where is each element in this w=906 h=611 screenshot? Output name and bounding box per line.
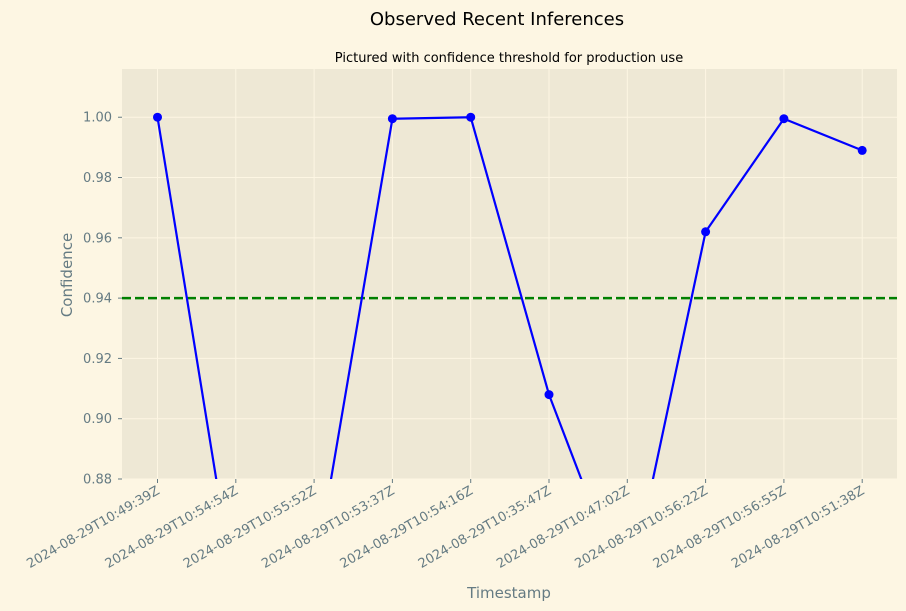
x-axis-ticks: 2024-08-29T10:49:39Z2024-08-29T10:54:54Z…: [24, 479, 867, 572]
x-tick-label: 2024-08-29T10:35:47Z: [416, 483, 554, 571]
data-point: [310, 574, 319, 583]
plot-marks: [122, 112, 897, 604]
x-tick-label: 2024-08-29T10:55:52Z: [181, 483, 319, 571]
chart-subtitle: Pictured with confidence threshold for p…: [335, 51, 683, 66]
data-point: [544, 390, 554, 400]
y-axis-ticks: 0.88 0.90 0.92 0.94 0.96 0.98 1.00: [83, 111, 122, 488]
x-tick-label: 2024-08-29T10:51:38Z: [729, 483, 867, 571]
plot-area: [122, 69, 897, 479]
y-tick-label: 0.98: [83, 171, 112, 186]
x-tick-label: 2024-08-29T10:54:16Z: [338, 483, 476, 571]
grid: [122, 69, 897, 480]
data-point: [857, 145, 867, 155]
chart-title: Observed Recent Inferences: [370, 9, 624, 30]
x-tick-label: 2024-08-29T10:56:22Z: [573, 483, 711, 571]
x-tick-label: 2024-08-29T10:53:37Z: [259, 483, 397, 571]
y-tick-label: 0.94: [83, 292, 112, 307]
x-tick-label: 2024-08-29T10:54:54Z: [103, 483, 241, 571]
series-points: [153, 112, 867, 604]
y-tick-label: 0.88: [83, 473, 112, 488]
y-tick-label: 0.90: [83, 412, 112, 427]
series-line: [156, 116, 863, 479]
y-axis-label: Confidence: [58, 233, 76, 317]
x-tick-label: 2024-08-29T10:47:02Z: [494, 483, 632, 571]
y-tick-label: 0.96: [83, 231, 112, 246]
data-point: [701, 227, 711, 237]
x-tick-label: 2024-08-29T10:49:39Z: [24, 483, 162, 571]
data-point: [623, 595, 632, 604]
y-tick-label: 0.92: [83, 352, 112, 367]
data-point: [231, 595, 240, 604]
data-point: [387, 114, 397, 124]
data-point: [466, 112, 476, 122]
x-axis-label: Timestamp: [466, 584, 551, 602]
data-point: [153, 112, 162, 122]
x-tick-label: 2024-08-29T10:56:55Z: [651, 483, 789, 571]
y-tick-label: 1.00: [83, 111, 112, 126]
data-point: [779, 114, 789, 124]
